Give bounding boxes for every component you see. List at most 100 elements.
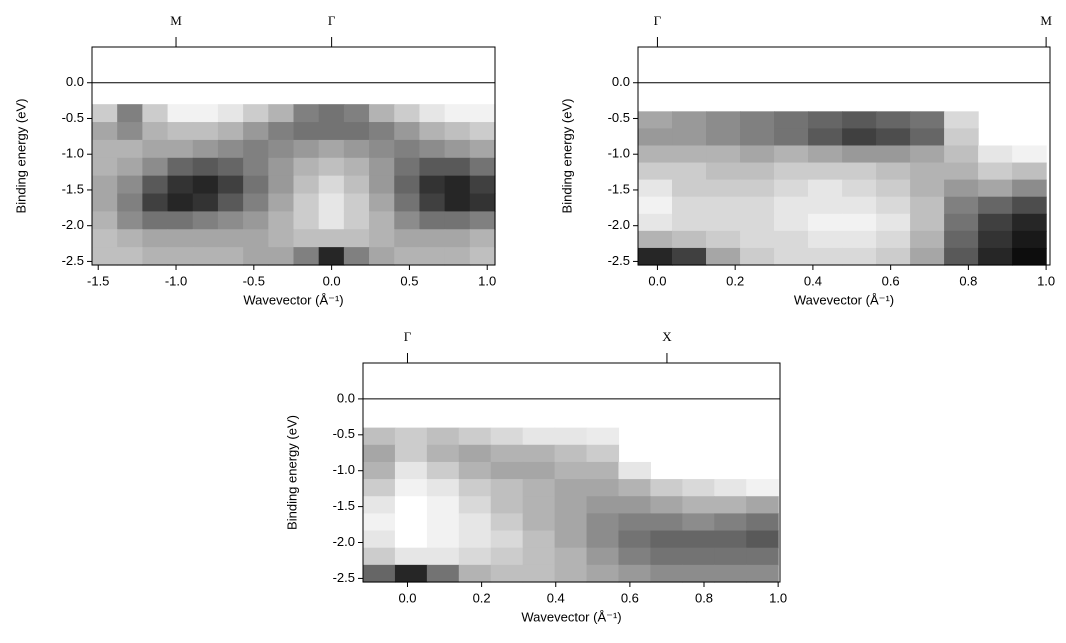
intensity-cell [419, 122, 446, 141]
intensity-cell [167, 157, 194, 177]
intensity-cell [394, 444, 428, 463]
intensity-cell [706, 179, 741, 198]
panel: 0.0-0.5-1.0-1.5-2.0-2.5-1.5 -1.0 -0.5 0.0 0.… [13, 13, 496, 307]
intensity-cell [554, 513, 588, 532]
intensity-cell [167, 247, 194, 266]
intensity-cell [944, 213, 979, 232]
intensity-cell [714, 496, 747, 514]
intensity-cell [217, 247, 244, 266]
intensity-cell [490, 461, 524, 480]
intensity-cell [469, 211, 496, 230]
intensity-cell [268, 175, 295, 195]
intensity-cell [774, 179, 809, 198]
intensity-cell [293, 139, 320, 159]
intensity-cell [522, 427, 556, 446]
intensity-cell [672, 162, 707, 181]
intensity-cell [554, 547, 588, 566]
intensity-cell [92, 247, 118, 266]
intensity-cell [363, 461, 396, 480]
intensity-cell [522, 547, 556, 566]
intensity-cell [369, 139, 395, 159]
intensity-cell [192, 229, 219, 248]
intensity-cell [490, 547, 524, 566]
intensity-cell [618, 479, 652, 497]
intensity-cell [363, 479, 396, 497]
intensity-cell [243, 229, 269, 248]
intensity-cell [92, 229, 118, 248]
intensity-cell [92, 104, 118, 123]
intensity-cell [746, 547, 779, 566]
intensity-cell [217, 122, 244, 141]
intensity-cell [618, 496, 652, 514]
intensity-cell [217, 193, 244, 212]
intensity-cell [394, 513, 428, 532]
intensity-cell [192, 104, 219, 123]
intensity-cell [842, 162, 877, 181]
intensity-cell [117, 193, 143, 212]
intensity-cell [268, 193, 295, 212]
intensity-cell [469, 157, 496, 177]
intensity-cell [586, 479, 620, 497]
top-tick-label: M [170, 13, 182, 28]
top-tick-label: Γ [328, 13, 336, 28]
intensity-cell [469, 193, 496, 212]
x-tick-label: 0.5 [400, 273, 418, 288]
intensity-cell [458, 427, 492, 446]
intensity-cell [318, 139, 345, 159]
intensity-cell [117, 211, 143, 230]
x-tick-label: -0.5 [243, 273, 265, 288]
intensity-cell [458, 564, 492, 583]
intensity-cell [268, 229, 295, 248]
intensity-cell [268, 122, 295, 141]
intensity-cell [706, 111, 741, 130]
top-tick-label: X [662, 329, 672, 344]
intensity-cell [650, 479, 683, 497]
y-axis-label: Binding energy (eV) [559, 99, 574, 214]
intensity-cell [394, 247, 421, 266]
x-tick-label: -1.0 [165, 273, 187, 288]
x-tick-label: 0.0 [323, 273, 341, 288]
intensity-cell [369, 104, 395, 123]
intensity-cell [243, 122, 269, 141]
intensity-cell [1012, 162, 1047, 181]
intensity-cell [876, 230, 911, 249]
intensity-cell [672, 213, 707, 232]
intensity-cell [92, 122, 118, 141]
intensity-cell [243, 139, 269, 159]
intensity-cell [706, 196, 741, 215]
intensity-cell [706, 247, 741, 266]
x-tick-label: -1.5 [87, 273, 109, 288]
intensity-cell [394, 139, 421, 159]
intensity-cell [706, 145, 741, 164]
intensity-cell [740, 196, 775, 215]
intensity-cell [876, 247, 911, 266]
intensity-cell [293, 211, 320, 230]
intensity-cell [426, 564, 460, 583]
intensity-cell [419, 175, 446, 195]
intensity-cell [343, 175, 370, 195]
intensity-cell [1012, 196, 1047, 215]
intensity-cell [672, 179, 707, 198]
intensity-cell [142, 211, 169, 230]
intensity-cell [682, 479, 715, 497]
intensity-cell [469, 122, 496, 141]
intensity-cell [469, 139, 496, 159]
intensity-cell [394, 564, 428, 583]
intensity-cell [944, 230, 979, 249]
intensity-cell [394, 547, 428, 566]
intensity-cell [192, 157, 219, 177]
intensity-cell [1012, 145, 1047, 164]
intensity-cell [363, 513, 396, 532]
intensity-cell [638, 196, 673, 215]
intensity-cell [92, 175, 118, 195]
intensity-cell [469, 175, 496, 195]
intensity-cell [217, 175, 244, 195]
intensity-cell [192, 211, 219, 230]
intensity-cell [444, 193, 471, 212]
intensity-cell [978, 162, 1013, 181]
intensity-cell [808, 213, 843, 232]
x-tick-label: 0.4 [804, 273, 822, 288]
intensity-cell [426, 547, 460, 566]
intensity-cell [343, 193, 370, 212]
